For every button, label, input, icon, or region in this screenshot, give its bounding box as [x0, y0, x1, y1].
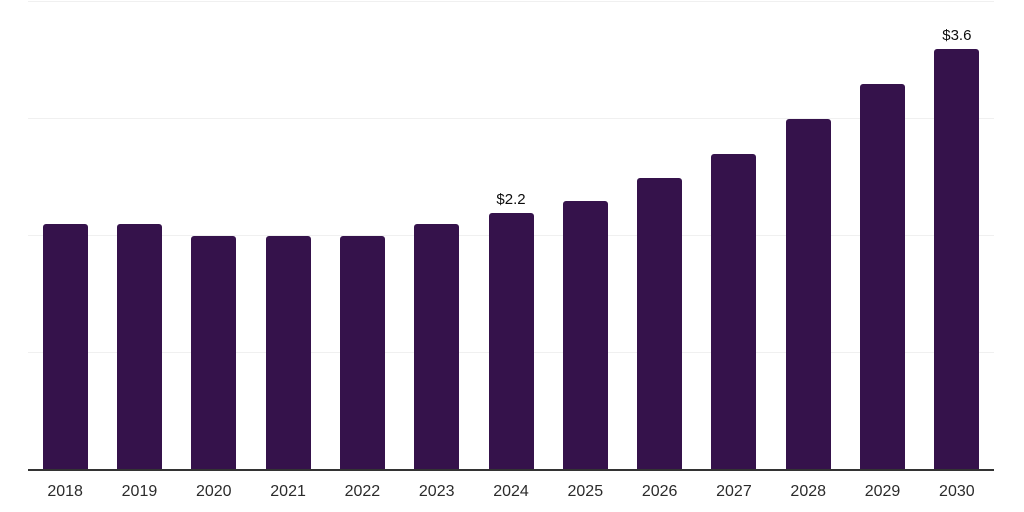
x-tick-label-2026: 2026	[641, 483, 678, 500]
bar-2025	[562, 200, 608, 470]
bar-2021	[265, 236, 311, 470]
x-tick-label-2024: 2024	[493, 483, 529, 500]
bar-2027	[711, 154, 757, 470]
bar-2026	[637, 177, 683, 470]
bar-2028	[785, 119, 831, 470]
value-label-2030: $3.6	[942, 26, 972, 44]
bar-2030	[934, 48, 980, 470]
x-tick-label-2022: 2022	[344, 483, 381, 500]
gridline-y-3	[28, 118, 994, 119]
x-tick-label-2020: 2020	[195, 483, 232, 500]
bar-2019	[116, 224, 162, 470]
x-tick-label-2029: 2029	[864, 483, 901, 500]
x-tick-label-2030: 2030	[939, 483, 975, 500]
x-tick-label-2023: 2023	[418, 483, 455, 500]
bar-2022	[339, 236, 385, 470]
bar-2018	[42, 224, 88, 470]
value-label-2024: $2.2	[496, 190, 526, 208]
plot-area: 2018 2019 2020 2021 2022 2023 2024 2025 2026 2027…	[28, 0, 994, 512]
x-tick-label-2025: 2025	[567, 483, 604, 500]
x-tick-label-2019: 2019	[121, 483, 158, 500]
bar-2029	[860, 83, 906, 470]
bar-2024	[488, 212, 534, 470]
x-tick-label-2027: 2027	[716, 483, 752, 500]
bar-2023	[414, 224, 460, 470]
x-tick-label-2018: 2018	[47, 483, 83, 500]
x-tick-label-2028: 2028	[790, 483, 827, 500]
gridline-y-4	[28, 1, 994, 2]
bar-2020	[191, 236, 237, 470]
x-tick-label-2021: 2021	[270, 483, 306, 500]
x-axis-line	[28, 469, 994, 471]
